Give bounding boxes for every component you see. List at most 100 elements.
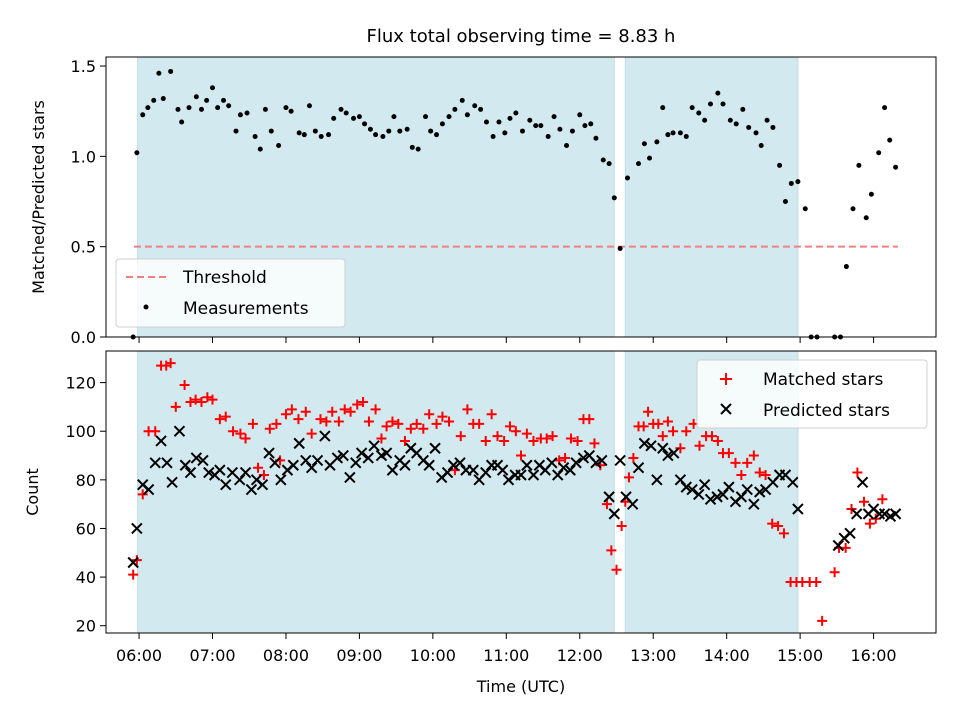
predicted-star-point <box>399 459 411 471</box>
measurement-point <box>753 130 759 136</box>
matched-star-point <box>165 358 176 369</box>
matched-star-point <box>521 428 532 439</box>
matched-star-point <box>840 542 851 553</box>
predicted-star-point <box>844 527 856 540</box>
predicted-star-point <box>626 498 639 510</box>
predicted-star-point <box>632 461 645 474</box>
measurement-point <box>538 123 544 129</box>
matched-star-point <box>424 409 435 420</box>
measurement-point <box>746 124 752 130</box>
matched-star-point <box>852 467 863 478</box>
matched-star-point <box>723 448 734 459</box>
matched-star-point <box>486 409 497 420</box>
predicted-star-point <box>127 556 139 569</box>
predicted-star-point <box>596 454 608 467</box>
measurement-point <box>588 121 594 127</box>
x-tick-label: 06:00 <box>116 646 162 665</box>
matched-star-point <box>264 423 275 434</box>
predicted-star-point <box>590 457 602 469</box>
measurement-point <box>740 106 746 112</box>
predicted-star-point <box>454 457 466 469</box>
predicted-star-point <box>275 474 287 486</box>
predicted-star-point <box>832 539 845 552</box>
predicted-star-point <box>245 483 258 496</box>
legend-measurements-label: Measurements <box>183 299 309 319</box>
matched-star-point <box>137 489 148 500</box>
measurement-point <box>720 101 726 107</box>
predicted-star-point <box>608 508 620 520</box>
predicted-star-point <box>166 476 178 488</box>
measurement-point <box>244 110 250 116</box>
predicted-star-point <box>754 486 766 498</box>
predicted-star-point <box>480 466 492 479</box>
matched-star-point <box>128 569 139 580</box>
measurement-point <box>507 115 513 121</box>
matched-star-point <box>315 414 326 425</box>
measurement-point <box>708 101 714 107</box>
legend-matched-swatch <box>720 373 732 385</box>
predicted-star-point <box>527 469 540 481</box>
matched-star-point <box>662 416 673 427</box>
x-tick-label: 12:00 <box>557 646 603 665</box>
matched-star-point <box>444 416 455 427</box>
y-tick-label: 40 <box>76 568 96 587</box>
matched-star-point <box>736 469 747 480</box>
measurement-point <box>733 121 739 127</box>
matched-star-point <box>207 394 218 405</box>
matched-star-point <box>300 406 311 417</box>
matched-star-point <box>185 397 196 408</box>
measurement-point <box>391 114 397 120</box>
predicted-star-point <box>496 464 509 476</box>
measurement-point <box>582 123 588 129</box>
measurement-point <box>677 130 683 136</box>
ratio-legend-box <box>115 258 346 328</box>
measurement-point <box>625 175 631 181</box>
measurement-point <box>140 112 146 118</box>
predicted-star-point <box>856 476 869 488</box>
measurement-point <box>665 132 671 138</box>
matched-star-point <box>376 433 387 444</box>
matched-star-point <box>333 416 344 427</box>
predicted-star-point <box>674 474 687 486</box>
predicted-star-point <box>502 474 515 486</box>
y-tick-label: 80 <box>76 471 96 490</box>
y-tick-label: 1.0 <box>71 147 96 166</box>
matched-star-point <box>418 423 429 434</box>
x-tick-label: 13:00 <box>630 646 676 665</box>
predicted-star-point <box>693 488 705 501</box>
x-tick-label: 15:00 <box>777 646 823 665</box>
measurement-point <box>415 146 421 152</box>
matched-star-point <box>730 457 741 468</box>
predicted-star-point <box>686 483 698 496</box>
measurement-point <box>617 245 623 251</box>
measurement-point <box>423 114 429 120</box>
predicted-star-point <box>214 464 226 476</box>
legend-matched-label: Matched stars <box>763 370 883 390</box>
measurement-point <box>318 133 324 139</box>
count-panel: 20 40 60 80 100 120 06:00 07:00 08:00 09:00 10:00… <box>23 350 937 665</box>
measurement-point <box>702 117 708 123</box>
ratio-legend: Threshold Measurements <box>115 258 346 328</box>
measurement-point <box>519 128 525 134</box>
x-tick-label: 07:00 <box>189 646 235 665</box>
observing-window <box>137 350 615 634</box>
measurement-point <box>654 139 660 145</box>
matched-star-point <box>778 528 789 539</box>
predicted-star-point <box>190 452 203 464</box>
measurement-point <box>301 132 307 138</box>
measurement-point <box>362 121 368 127</box>
predicted-star-point <box>787 476 799 488</box>
predicted-star-point <box>850 508 863 520</box>
matched-star-point <box>606 545 617 556</box>
measurement-point <box>545 133 551 139</box>
measurement-point <box>513 110 519 116</box>
measurement-point <box>380 133 386 139</box>
measurement-point <box>409 144 415 150</box>
matched-star-point <box>327 406 338 417</box>
predicted-star-point <box>570 457 582 469</box>
matched-star-point <box>616 521 627 532</box>
predicted-star-point <box>638 437 651 450</box>
measurement-point <box>472 103 478 109</box>
matched-star-point <box>560 452 571 463</box>
matched-star-point <box>817 615 828 626</box>
